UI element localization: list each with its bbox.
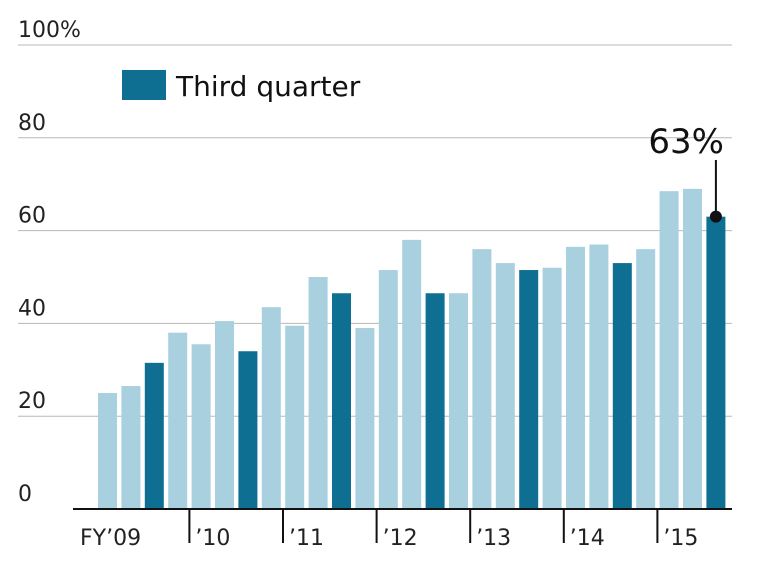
bar xyxy=(168,332,188,509)
bar xyxy=(215,321,234,509)
y-tick-label: 80 xyxy=(18,111,46,136)
x-tick-label: ’12 xyxy=(383,526,418,551)
bar-third-quarter xyxy=(706,216,726,509)
bar xyxy=(308,277,328,509)
bar xyxy=(449,293,468,509)
bar xyxy=(683,188,702,509)
bar xyxy=(659,191,679,509)
bar-third-quarter xyxy=(612,263,632,509)
x-tick-label: FY’09 xyxy=(80,526,141,551)
bar xyxy=(98,393,117,509)
y-tick-label: 20 xyxy=(18,389,46,414)
bar xyxy=(355,328,375,509)
bar xyxy=(589,244,609,509)
legend-swatch-third-quarter xyxy=(122,70,166,100)
x-tick-labels: FY’09 ’10 ’11 ’12 ’13 ’14 ’15 xyxy=(80,526,698,551)
bar xyxy=(191,344,211,509)
bar xyxy=(121,386,141,509)
bar-third-quarter xyxy=(519,270,539,509)
x-axis xyxy=(73,508,732,543)
x-tick-label: ’13 xyxy=(476,526,511,551)
bar xyxy=(261,307,281,509)
y-tick-label: 100% xyxy=(18,18,81,43)
bar xyxy=(542,267,562,509)
bars xyxy=(98,188,726,509)
bar xyxy=(472,249,492,509)
y-tick-label: 0 xyxy=(18,482,32,507)
y-tick-label: 40 xyxy=(18,296,46,321)
callout-dot xyxy=(709,210,722,223)
legend-label-third-quarter: Third quarter xyxy=(175,70,361,103)
bar xyxy=(285,325,305,509)
gridlines: 0 20 40 60 80 100% xyxy=(18,18,732,507)
annotation: 63% xyxy=(648,122,724,223)
bar-third-quarter xyxy=(332,293,351,509)
legend: Third quarter xyxy=(122,70,361,103)
bar xyxy=(566,246,585,509)
x-tick-label: ’10 xyxy=(195,526,230,551)
callout-label: 63% xyxy=(648,122,724,162)
x-tick-label: ’15 xyxy=(663,526,698,551)
bar-third-quarter xyxy=(425,293,445,509)
bar xyxy=(378,270,398,509)
x-tick-label: ’11 xyxy=(289,526,324,551)
x-tick-label: ’14 xyxy=(570,526,605,551)
bar xyxy=(402,239,422,509)
bar-third-quarter xyxy=(144,362,164,509)
bar-third-quarter xyxy=(238,351,258,509)
y-tick-label: 60 xyxy=(18,204,46,229)
bar xyxy=(636,249,656,509)
bar xyxy=(495,263,515,509)
